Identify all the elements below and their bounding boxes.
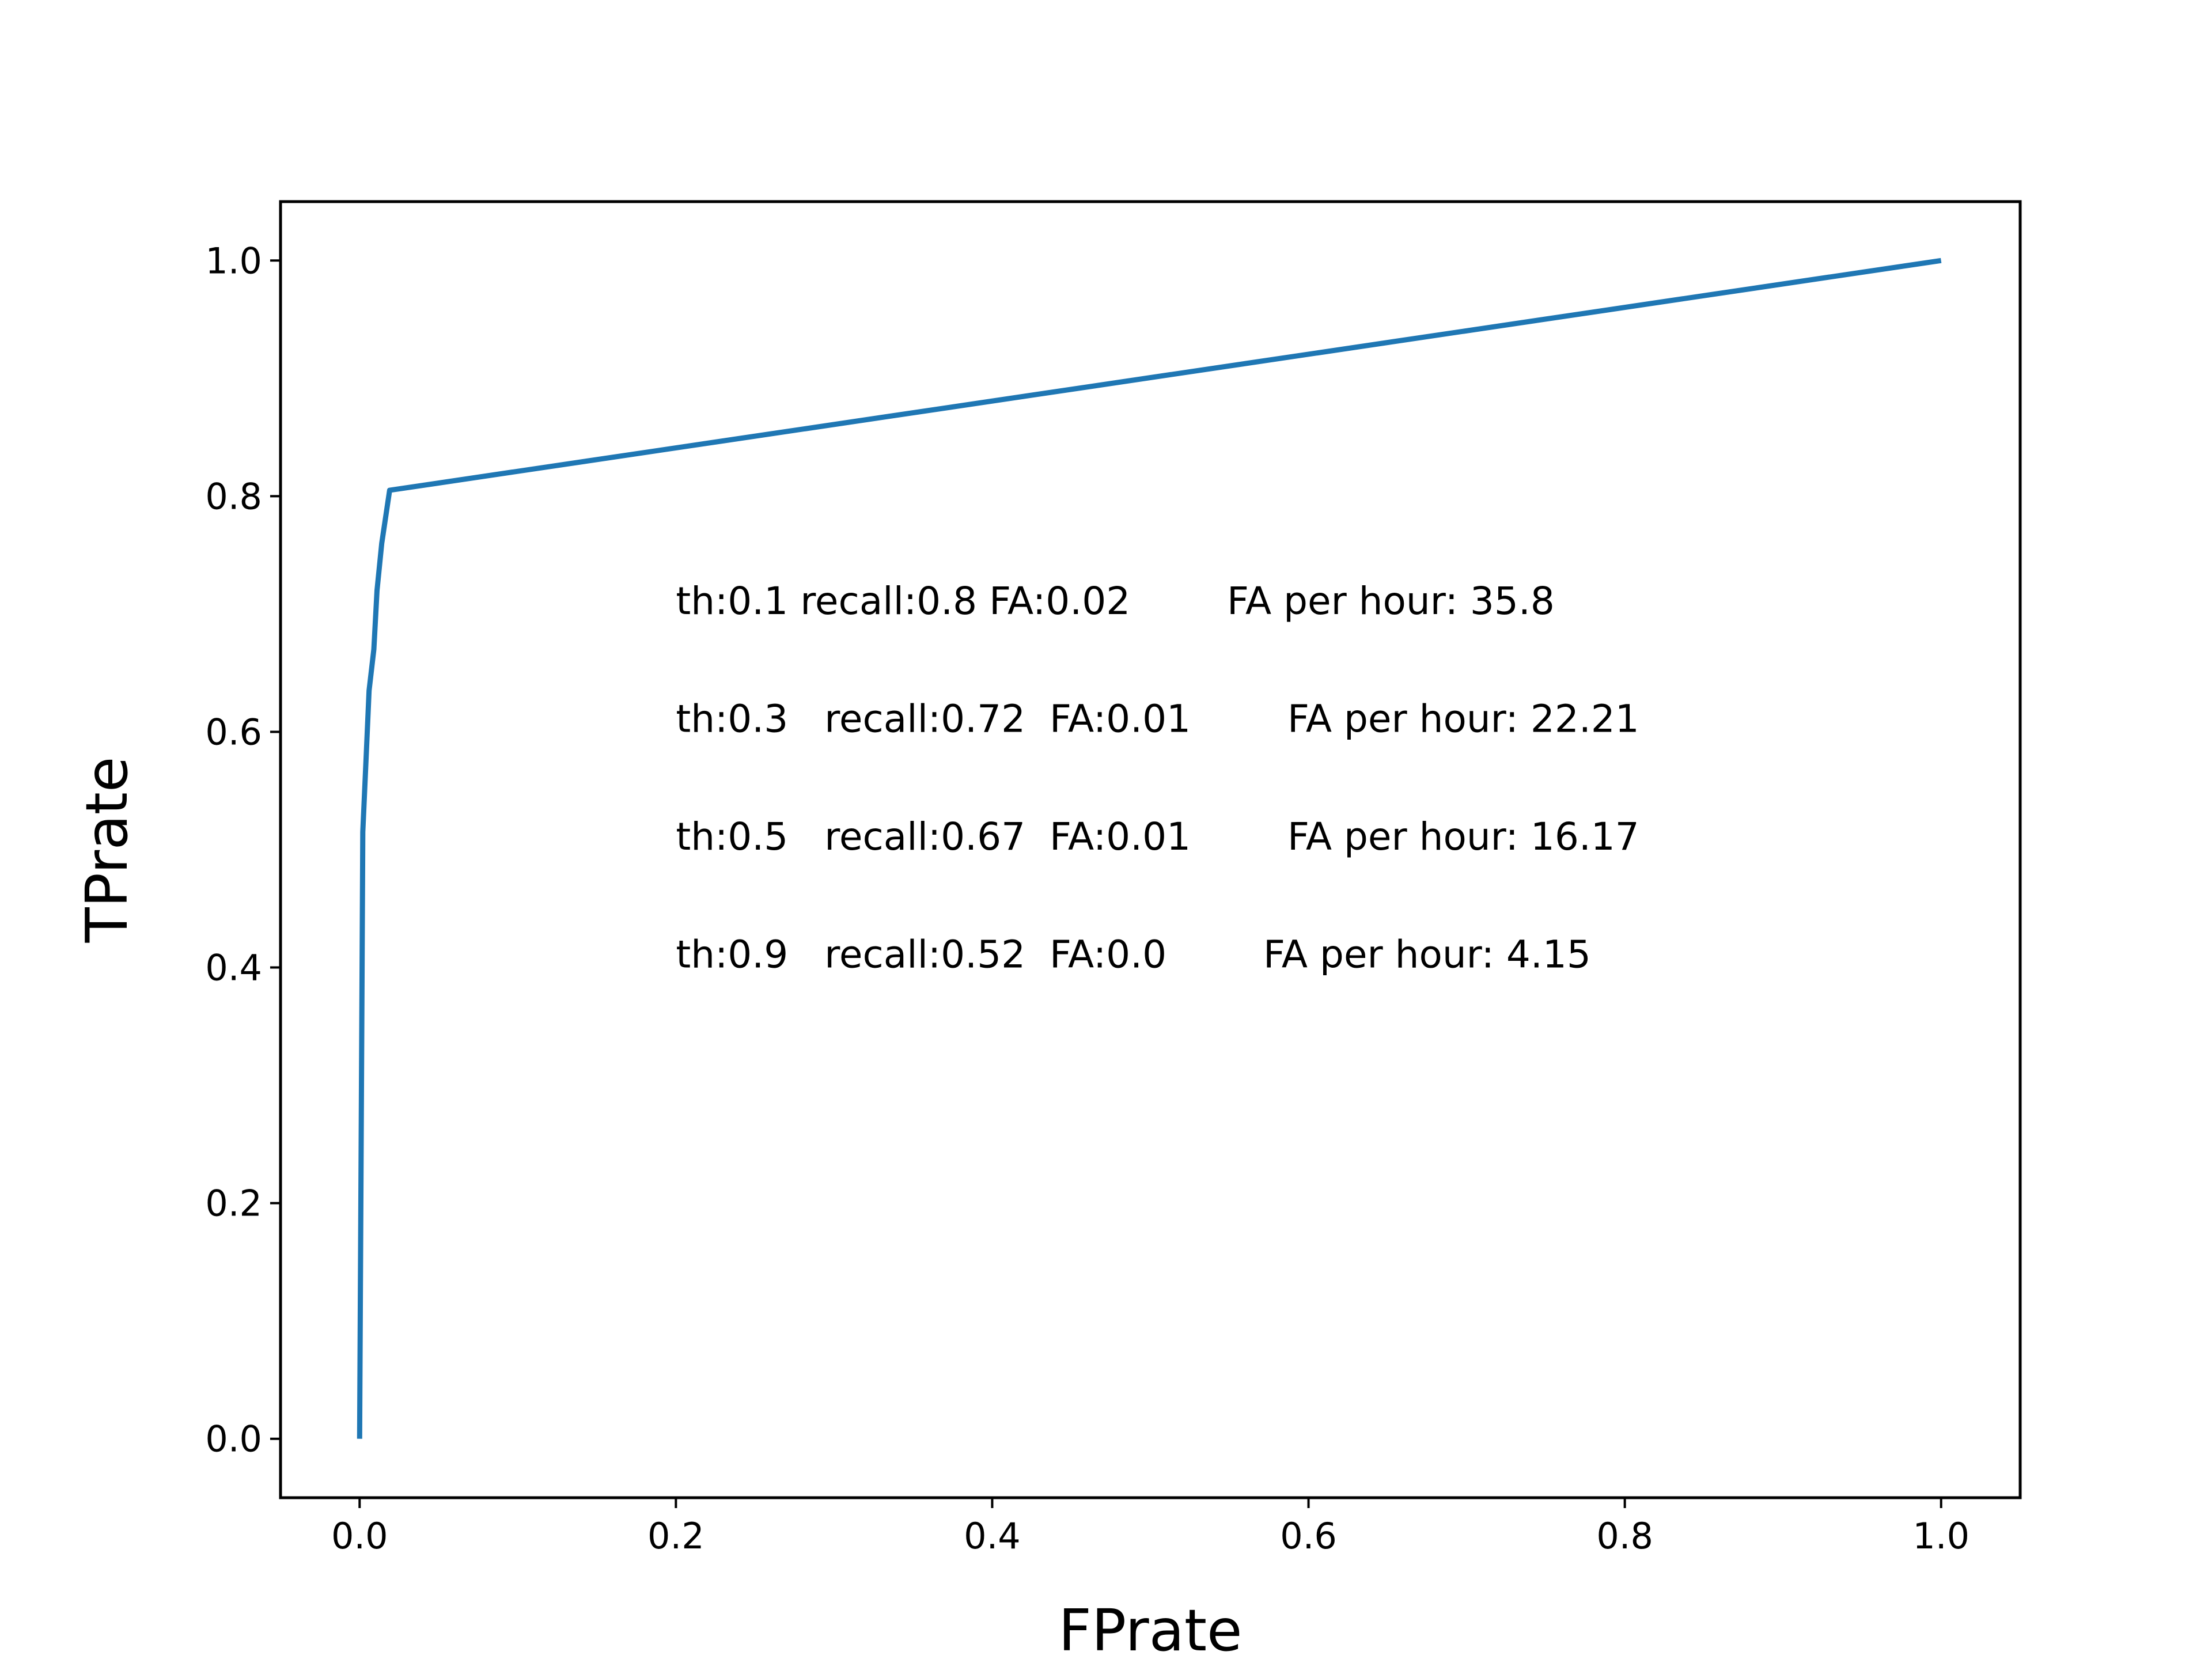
axes-frame [279, 200, 2022, 1499]
y-tick-label: 0.0 [205, 1418, 262, 1460]
y-tick-label: 1.0 [205, 240, 262, 282]
y-tick-label: 0.2 [205, 1183, 262, 1225]
plot-area [357, 257, 1942, 1439]
x-tick-label: 0.0 [331, 1515, 388, 1557]
roc-curve-line [357, 257, 1942, 1439]
x-tick-label: 0.8 [1596, 1515, 1653, 1557]
y-tick-label: 0.4 [205, 947, 262, 989]
y-axis-label: TPrate [73, 757, 141, 944]
x-tick-label: 0.2 [647, 1515, 704, 1557]
threshold-annotation: th:0.1 recall:0.8 FA:0.02 FA per hour: 3… [676, 579, 1555, 623]
y-tick-label: 0.8 [205, 475, 262, 517]
x-axis-label: FPrate [1058, 1597, 1242, 1659]
threshold-annotation: th:0.3 recall:0.72 FA:0.01 FA per hour: … [676, 696, 1639, 741]
x-tick-label: 1.0 [1912, 1515, 1969, 1557]
ticks: 0.0 0.2 0.4 0.6 0.8 1.0 0.0 0.2 0.4 0.6 0.8 1.0 [205, 240, 1969, 1557]
x-tick-label: 0.4 [964, 1515, 1021, 1557]
annotations: th:0.1 recall:0.8 FA:0.02 FA per hour: 3… [676, 579, 1639, 977]
x-tick-label: 0.6 [1280, 1515, 1337, 1557]
threshold-annotation: th:0.5 recall:0.67 FA:0.01 FA per hour: … [676, 815, 1639, 859]
threshold-annotation: th:0.9 recall:0.52 FA:0.0 FA per hour: 4… [676, 933, 1590, 977]
y-tick-label: 0.6 [205, 711, 262, 753]
